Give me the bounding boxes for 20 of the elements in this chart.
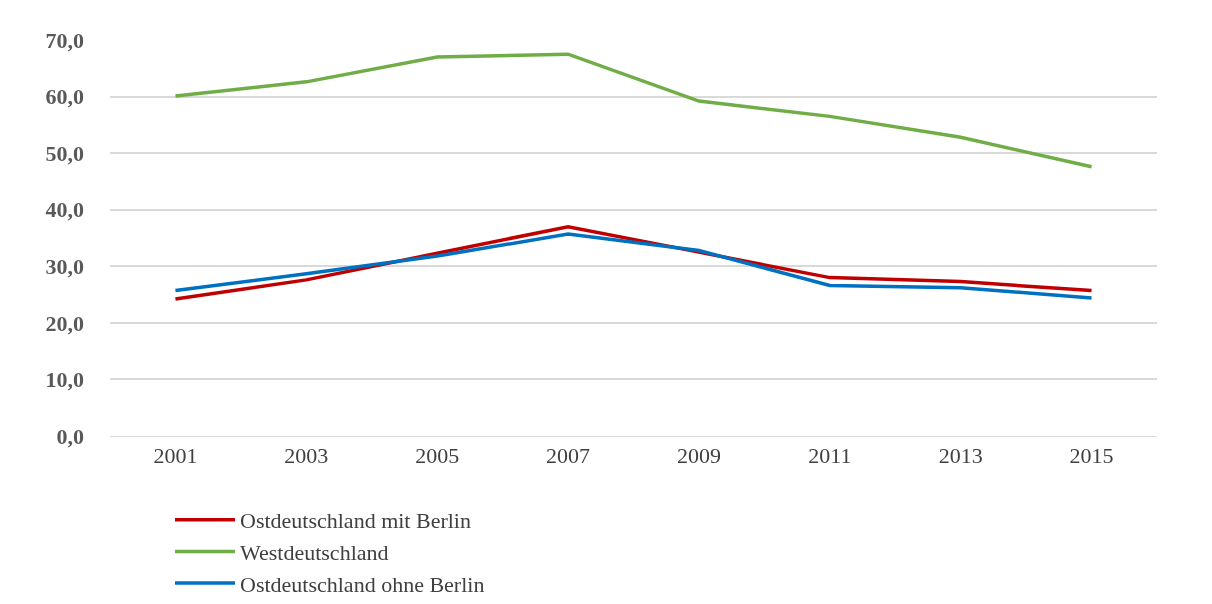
y-tick-label: 70,0: [45, 27, 84, 53]
x-tick-label: 2015: [1069, 443, 1114, 469]
x-tick-label: 2005: [415, 443, 460, 469]
y-tick-label: 50,0: [45, 140, 84, 166]
line-series: [173, 52, 1094, 169]
x-tick-label: 2013: [938, 443, 983, 469]
x-tick-label: 2009: [676, 443, 721, 469]
y-tick-label: 30,0: [45, 253, 84, 279]
y-tick-label: 60,0: [45, 84, 84, 110]
y-tick-label: 40,0: [45, 197, 84, 223]
x-tick-label: 2011: [808, 443, 852, 469]
y-tick-label: 10,0: [45, 367, 84, 393]
x-tick-label: 2007: [546, 443, 591, 469]
legend-label: Ostdeutschland ohne Berlin: [239, 571, 485, 597]
x-tick-label: 2001: [153, 443, 198, 469]
y-tick-label: 0,0: [56, 423, 84, 449]
legend-label: Ostdeutschland mit Berlin: [239, 508, 471, 534]
x-tick-label: 2003: [284, 443, 329, 469]
legend-label: Westdeutschland: [239, 539, 389, 565]
y-tick-label: 20,0: [45, 310, 84, 336]
